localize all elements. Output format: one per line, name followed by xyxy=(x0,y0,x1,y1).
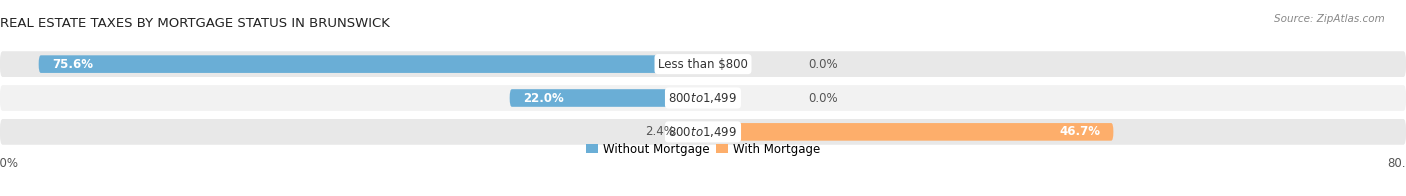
FancyBboxPatch shape xyxy=(39,55,703,73)
Text: 0.0%: 0.0% xyxy=(808,92,838,104)
Text: Source: ZipAtlas.com: Source: ZipAtlas.com xyxy=(1274,14,1385,24)
FancyBboxPatch shape xyxy=(682,123,703,141)
Legend: Without Mortgage, With Mortgage: Without Mortgage, With Mortgage xyxy=(586,143,820,156)
Text: 75.6%: 75.6% xyxy=(52,58,93,71)
FancyBboxPatch shape xyxy=(0,85,1406,111)
Text: $800 to $1,499: $800 to $1,499 xyxy=(668,125,738,139)
Text: 46.7%: 46.7% xyxy=(1059,125,1099,138)
Text: 22.0%: 22.0% xyxy=(523,92,564,104)
FancyBboxPatch shape xyxy=(703,123,1114,141)
FancyBboxPatch shape xyxy=(0,119,1406,145)
Text: $800 to $1,499: $800 to $1,499 xyxy=(668,91,738,105)
Text: 2.4%: 2.4% xyxy=(645,125,675,138)
Text: 0.0%: 0.0% xyxy=(808,58,838,71)
FancyBboxPatch shape xyxy=(0,51,1406,77)
Text: Less than $800: Less than $800 xyxy=(658,58,748,71)
FancyBboxPatch shape xyxy=(510,89,703,107)
Text: REAL ESTATE TAXES BY MORTGAGE STATUS IN BRUNSWICK: REAL ESTATE TAXES BY MORTGAGE STATUS IN … xyxy=(0,17,389,30)
